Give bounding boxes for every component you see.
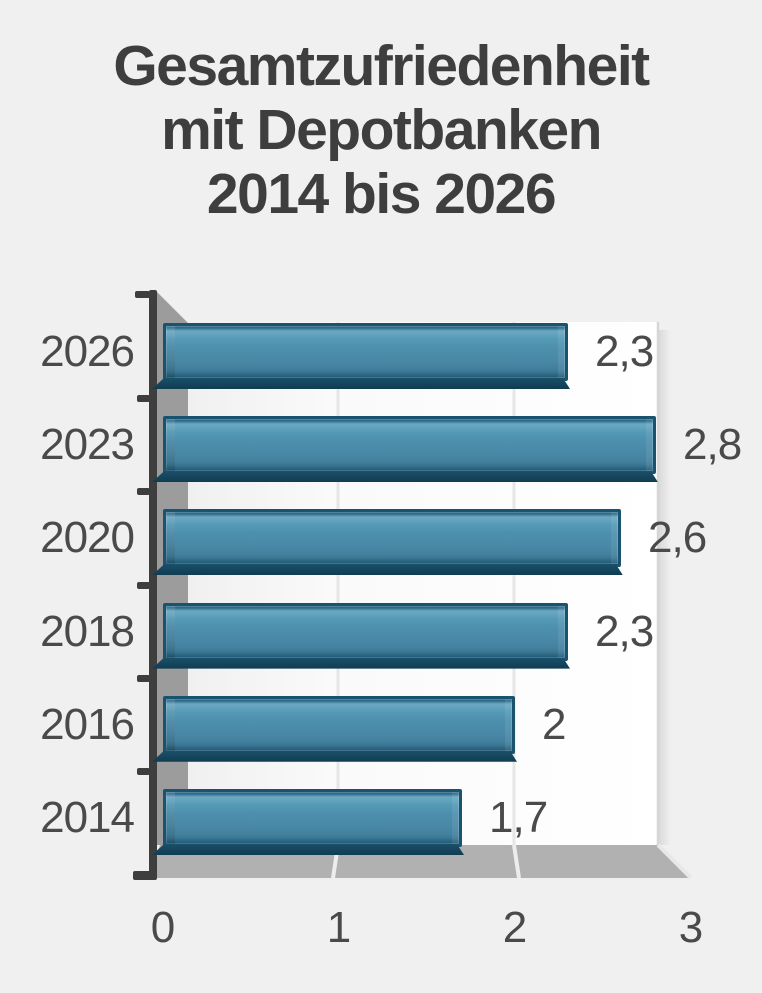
x-axis-label-0: 0 [150, 903, 176, 952]
axis-tick-4 [137, 675, 150, 682]
value-label-2014: 1,7 [489, 793, 548, 842]
y-axis-label-2026: 2026 [40, 327, 135, 376]
wall-edge-shadow [659, 330, 671, 845]
value-label-2023: 2,8 [683, 420, 742, 470]
value-label-2018: 2,3 [595, 606, 654, 656]
x-axis-label-1: 1 [326, 903, 352, 952]
y-axis-label-2023: 2023 [40, 420, 135, 470]
chart-title-line-2: mit Depotbanken [161, 98, 602, 162]
floor-right-edge [656, 843, 693, 880]
axis-tick-5 [137, 768, 150, 775]
y-axis-label-2014: 2014 [40, 793, 135, 842]
bar-2014 [163, 789, 462, 847]
y-axis-label-2018: 2018 [40, 606, 135, 656]
bar-2020 [163, 509, 621, 568]
y-axis-label-2016: 2016 [40, 699, 135, 749]
bar-2026 [163, 323, 568, 381]
bar-2023 [163, 416, 656, 475]
value-label-2026: 2,3 [595, 327, 654, 376]
axis-tick-3 [137, 582, 150, 589]
y-axis-label-2020: 2020 [40, 513, 135, 563]
axis-tick-bottom [133, 871, 152, 880]
y-axis-line [149, 290, 157, 880]
chart-title-line-1: Gesamtzufriedenheit [113, 34, 650, 98]
axis-tick-top [135, 291, 150, 298]
plot-wall [160, 322, 658, 845]
axis-tick-1 [137, 395, 150, 402]
chart-title-line-3: 2014 bis 2026 [206, 162, 557, 226]
value-label-2020: 2,6 [648, 513, 707, 563]
x-axis-label-2: 2 [502, 903, 528, 952]
chart-title: Gesamtzufriedenheit mit Depotbanken 2014… [0, 34, 762, 226]
floor-gridline-2 [512, 844, 521, 879]
bar-2016 [163, 695, 515, 754]
axis-tick-2 [137, 488, 150, 495]
value-label-2016: 2 [542, 699, 567, 749]
x-axis-label-3: 3 [678, 903, 704, 952]
bar-2018 [163, 602, 568, 661]
